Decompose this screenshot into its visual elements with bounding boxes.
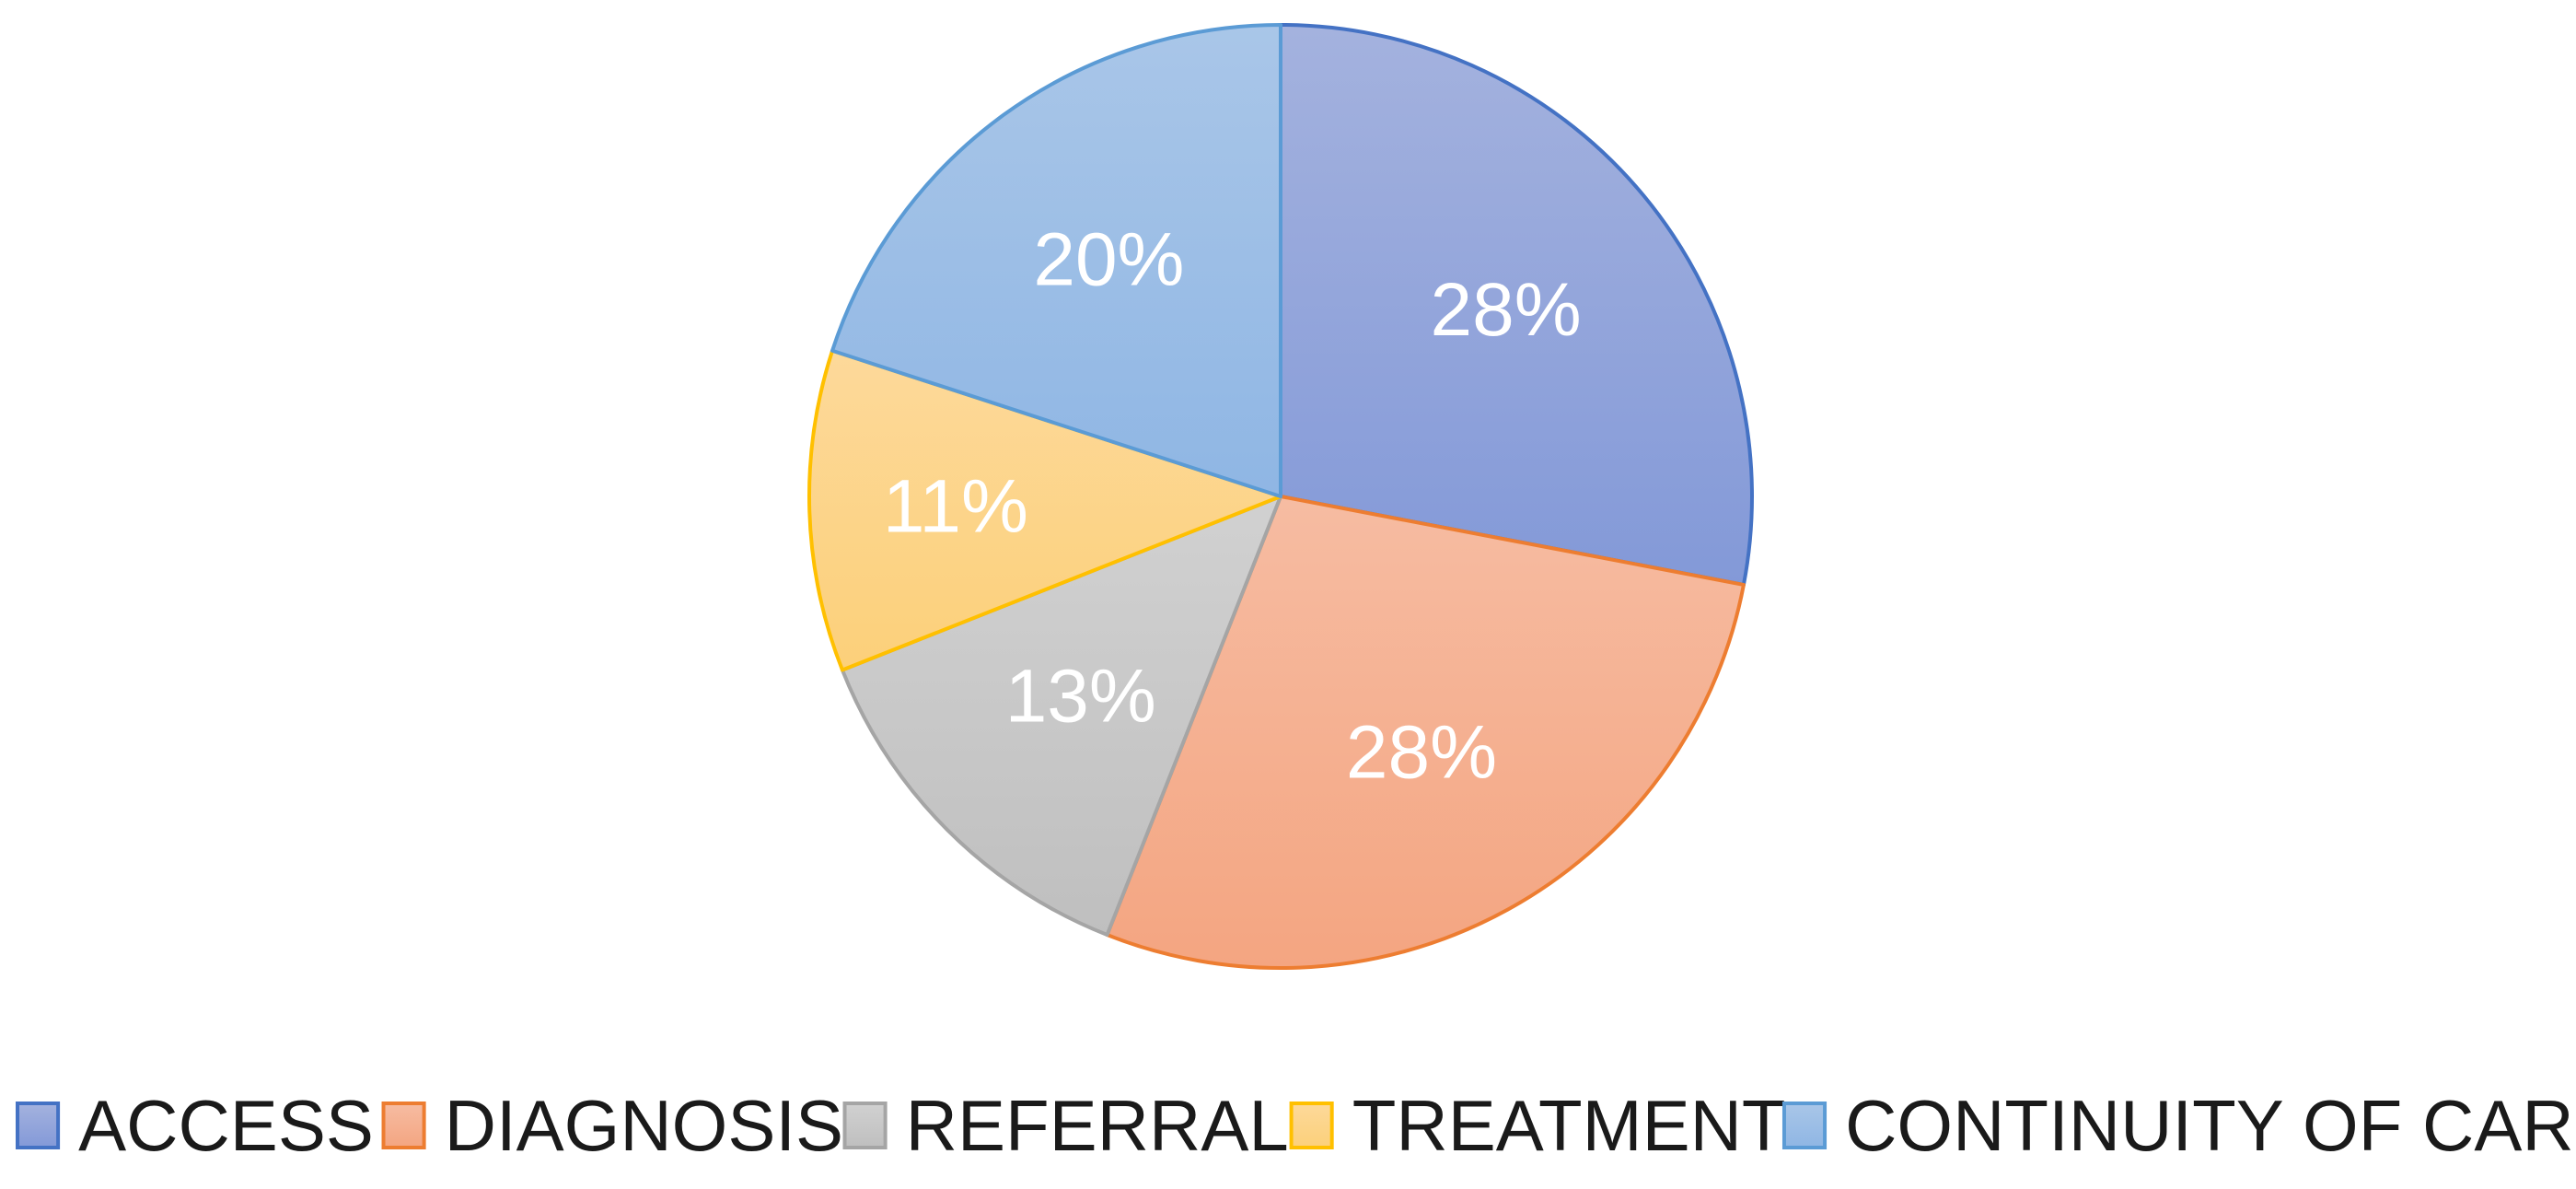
pie-slice-continuity-of-care — [830, 23, 1282, 498]
pie-slice-treatment — [807, 348, 1282, 672]
legend-swatch-referral — [842, 1102, 888, 1149]
legend-item-continuity-of-care: CONTINUITY OF CARE — [1781, 1085, 2576, 1166]
legend-swatch-access — [16, 1102, 61, 1149]
pie-slices — [807, 23, 1754, 970]
legend-swatch-treatment — [1289, 1102, 1334, 1149]
legend-item-treatment: TREATMENT — [1289, 1085, 1786, 1166]
pie-data-labels: 28% 28% 13% 11% 20% — [883, 218, 1582, 795]
legend-label-referral: REFERRAL — [906, 1085, 1289, 1166]
pie-slice-access — [1279, 23, 1754, 587]
legend-item-diagnosis: DIAGNOSIS — [381, 1085, 843, 1166]
legend-label-treatment: TREATMENT — [1352, 1085, 1786, 1166]
legend: ACCESS DIAGNOSIS REFERRAL TREATMENT CONTINUI… — [16, 1085, 2576, 1166]
data-label-referral: 13% — [1005, 655, 1156, 739]
legend-label-continuity-of-care: CONTINUITY OF CARE — [1845, 1085, 2576, 1166]
legend-item-referral: REFERRAL — [842, 1085, 1289, 1166]
legend-swatch-diagnosis — [381, 1102, 426, 1149]
legend-label-diagnosis: DIAGNOSIS — [445, 1085, 843, 1166]
data-label-treatment: 11% — [883, 465, 1028, 549]
pie-slice-diagnosis — [1105, 495, 1746, 970]
data-label-diagnosis: 28% — [1346, 711, 1497, 795]
legend-item-access: ACCESS — [16, 1085, 374, 1166]
data-label-access: 28% — [1431, 268, 1582, 352]
legend-label-access: ACCESS — [78, 1085, 374, 1166]
data-label-continuity-of-care: 20% — [1033, 218, 1184, 302]
legend-swatch-continuity-of-care — [1781, 1102, 1828, 1149]
pie-slice-referral — [840, 495, 1282, 938]
